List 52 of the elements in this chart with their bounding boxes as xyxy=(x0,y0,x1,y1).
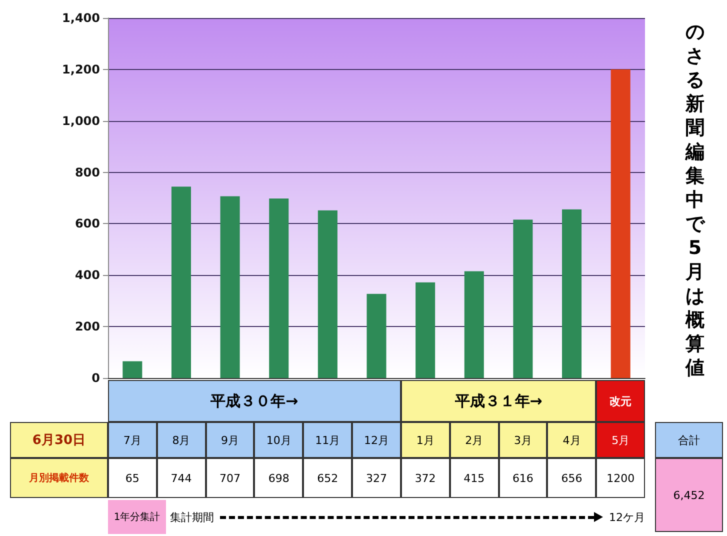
data-label: 652 xyxy=(303,458,352,498)
data-label: 707 xyxy=(206,458,254,498)
x-tick-label: 1月 xyxy=(400,422,450,458)
y-tick-label: 1,200 xyxy=(62,62,100,76)
y-tick-label: 800 xyxy=(74,165,100,180)
text: 12ケ月 xyxy=(609,510,645,524)
bar xyxy=(318,210,338,378)
bar xyxy=(269,198,289,378)
x-tick-label: 3月 xyxy=(498,422,548,458)
x-tick-label: 8月 xyxy=(156,422,206,458)
data-label: 698 xyxy=(254,458,304,498)
x-tick-label: 12月 xyxy=(352,422,401,458)
text: 合計 xyxy=(655,422,723,458)
data-label: 327 xyxy=(352,458,401,498)
data-label: 415 xyxy=(450,458,499,498)
data-label: 656 xyxy=(547,458,596,498)
text: 平成３０年→ xyxy=(108,380,401,422)
x-tick-label: 5月 xyxy=(596,422,645,458)
bar xyxy=(220,196,240,378)
data-label: 1200 xyxy=(596,458,645,498)
text: 平成３１年→ xyxy=(400,380,596,422)
y-tick-label: 400 xyxy=(74,268,100,282)
bar xyxy=(610,69,630,378)
text: のさる新聞編集中で5月は概算値 xyxy=(686,21,704,379)
x-tick-label: 2月 xyxy=(450,422,499,458)
x-tick-label: 9月 xyxy=(206,422,254,458)
y-tick-label: 1,000 xyxy=(62,114,100,128)
text: 1年分集計 xyxy=(108,500,166,534)
text: 改元 xyxy=(596,380,645,422)
x-tick-label: 11月 xyxy=(303,422,352,458)
data-label: 65 xyxy=(108,458,157,498)
y-tick-label: 0 xyxy=(92,371,100,385)
bar xyxy=(464,271,484,378)
data-label: 744 xyxy=(156,458,206,498)
bar xyxy=(366,294,386,378)
text: 6月30日 xyxy=(10,422,108,458)
x-tick-label: 10月 xyxy=(254,422,304,458)
data-label: 372 xyxy=(400,458,450,498)
text: 月別掲載件数 xyxy=(10,458,108,498)
bar xyxy=(416,282,436,378)
x-tick-label: 7月 xyxy=(108,422,157,458)
y-tick-label: 600 xyxy=(74,216,100,231)
bar xyxy=(171,186,191,378)
y-tick-label: 200 xyxy=(74,320,100,334)
text: 集計期間 xyxy=(170,510,214,524)
bar xyxy=(562,209,582,378)
bar xyxy=(122,361,142,378)
text: 6,452 xyxy=(655,458,723,532)
data-label: 616 xyxy=(498,458,548,498)
y-tick-label: 1,400 xyxy=(62,11,100,25)
x-tick-label: 4月 xyxy=(547,422,596,458)
bar xyxy=(513,220,533,378)
